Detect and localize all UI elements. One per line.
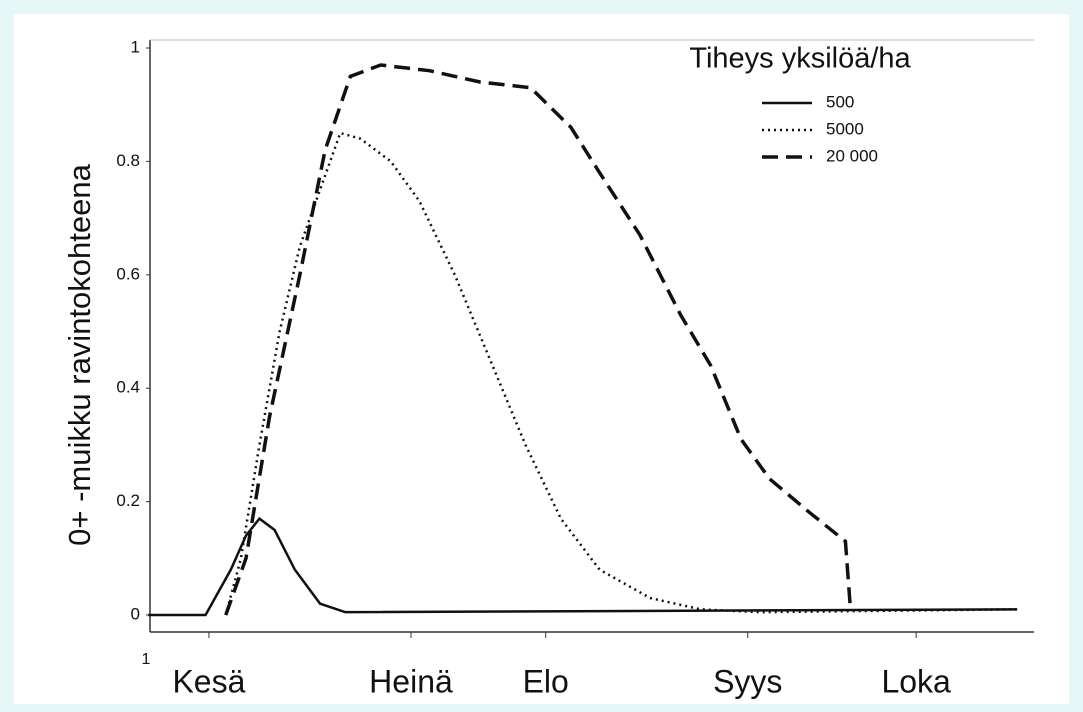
series-line [148,516,1018,617]
annotation: 1 [142,651,151,668]
series-line [224,63,853,616]
x-tick-label: Elo [523,663,569,699]
x-tick-label: Syys [713,663,782,699]
legend-title: Tiheys yksilöä/ha [689,43,911,75]
x-tick-label: Kesä [172,663,245,699]
y-tick-label: 0.2 [116,491,140,510]
x-tick-label: Heinä [369,663,453,699]
y-tick-label: 1 [131,37,140,56]
series-line [224,131,1018,616]
legend-label: 5000 [826,119,864,138]
slide-panel [14,14,1069,704]
y-tick-label: 0.8 [116,151,140,170]
y-axis-label: 0+ -muikku ravintokohteena [62,163,97,545]
y-tick-label: 0.6 [116,264,140,283]
y-tick-label: 0 [131,604,140,623]
legend-label: 20 000 [826,146,878,165]
legend-label: 500 [826,92,854,111]
y-tick-label: 0.4 [116,378,140,397]
x-tick-label: Loka [881,663,951,699]
